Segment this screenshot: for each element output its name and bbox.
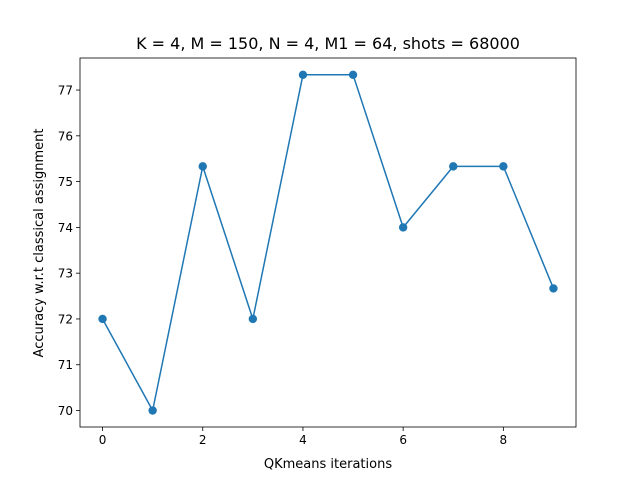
data-point xyxy=(198,162,207,171)
data-point xyxy=(499,162,508,171)
chart-title: K = 4, M = 150, N = 4, M1 = 64, shots = … xyxy=(136,34,520,53)
x-tick-label: 8 xyxy=(500,433,508,447)
data-point xyxy=(549,284,558,293)
y-tick-label: 73 xyxy=(58,267,73,281)
x-tick-label: 0 xyxy=(99,433,107,447)
data-point xyxy=(398,223,408,232)
data-point xyxy=(148,406,157,415)
y-tick-label: 72 xyxy=(58,312,73,326)
axes-frame xyxy=(79,57,577,428)
x-tick-label: 6 xyxy=(399,433,407,447)
y-tick-label: 74 xyxy=(58,221,73,235)
x-tick-label: 2 xyxy=(199,433,207,447)
series-line xyxy=(101,74,555,412)
data-point xyxy=(298,70,308,80)
plot-area: 0 2 4 6 8 70 71 72 73 74 75 76 77 xyxy=(58,57,577,447)
y-tick-label: 76 xyxy=(58,129,73,143)
data-point xyxy=(248,314,258,324)
y-tick-label: 75 xyxy=(58,175,73,189)
data-point xyxy=(449,162,458,171)
y-tick-label: 70 xyxy=(58,404,73,418)
x-tick-label: 4 xyxy=(299,433,307,447)
data-point xyxy=(348,70,358,80)
x-axis-label: QKmeans iterations xyxy=(264,457,392,472)
y-axis-label: Accuracy w.r.t classical assignment xyxy=(32,129,47,358)
data-point xyxy=(98,314,107,324)
y-tick-label: 77 xyxy=(58,84,73,98)
y-tick-label: 71 xyxy=(58,358,73,372)
